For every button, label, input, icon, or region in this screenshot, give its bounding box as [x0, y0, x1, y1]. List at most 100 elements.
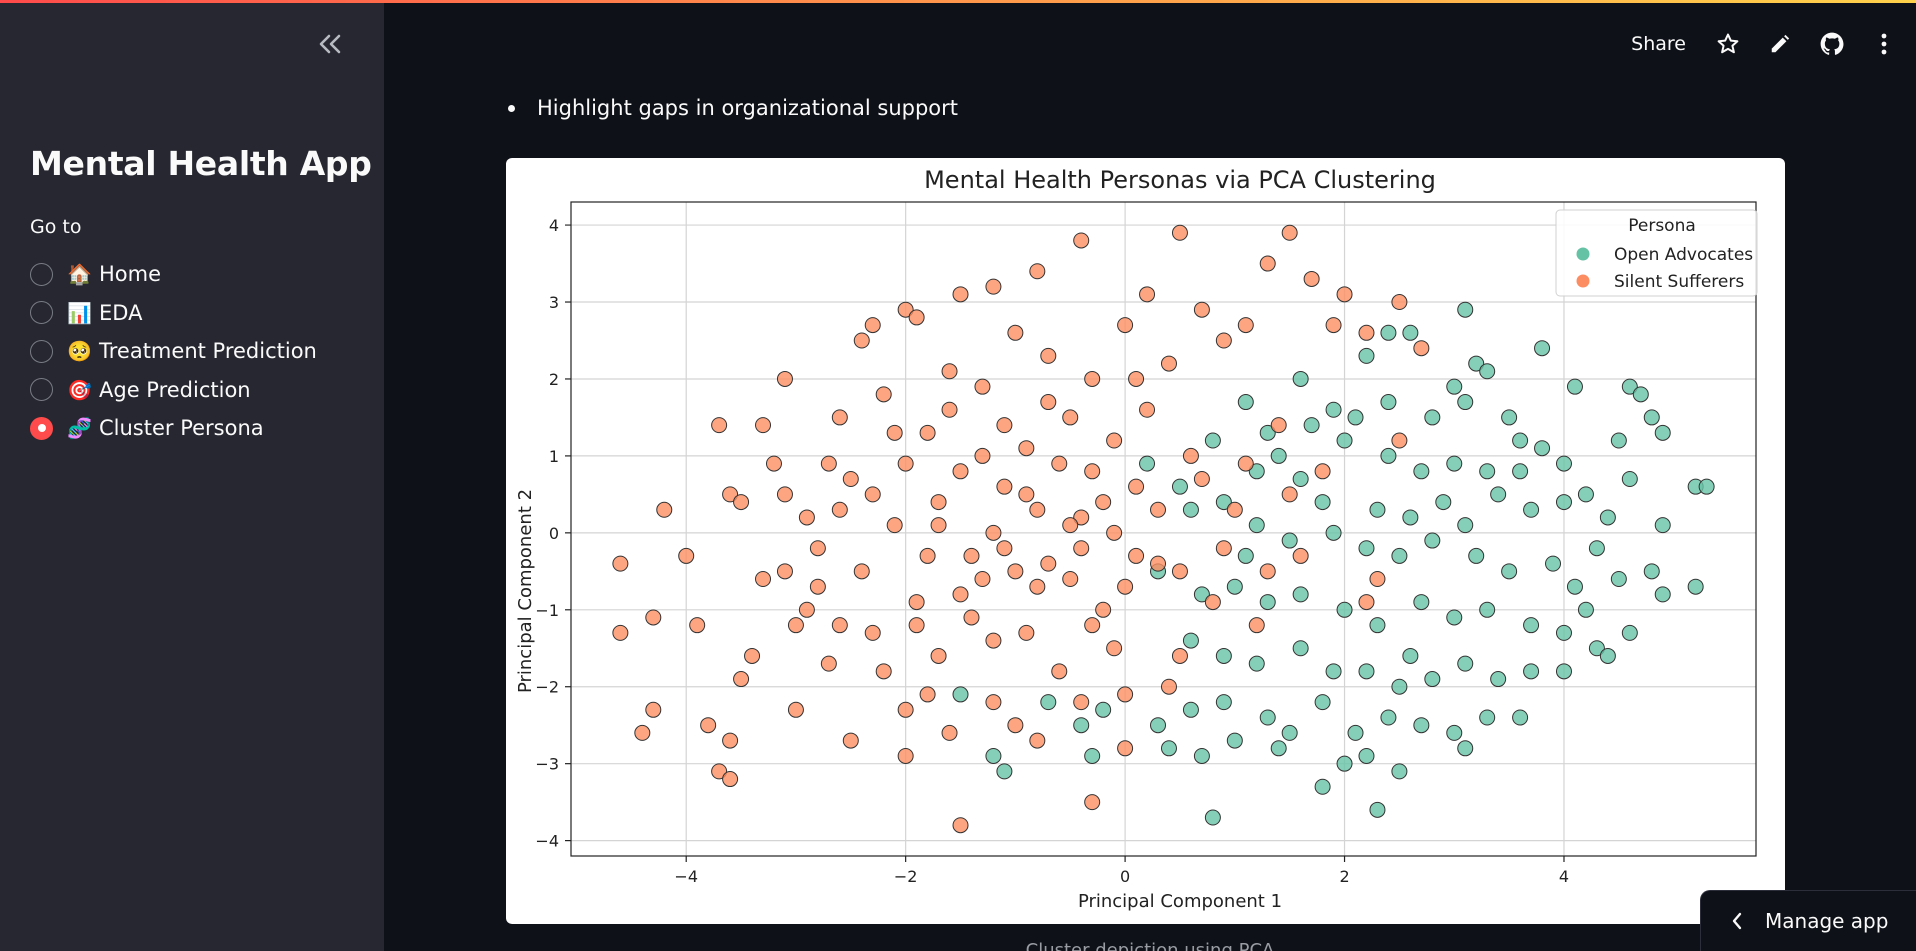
point-open-advocates	[1292, 470, 1309, 487]
point-open-advocates	[1369, 617, 1386, 634]
point-open-advocates	[1599, 509, 1616, 526]
point-silent-sufferers	[831, 409, 848, 426]
collapse-sidebar-button[interactable]	[312, 26, 348, 62]
point-open-advocates	[1380, 709, 1397, 726]
y-tick-label: −2	[535, 678, 559, 697]
point-open-advocates	[1358, 747, 1375, 764]
point-silent-sufferers	[1215, 332, 1232, 349]
point-open-advocates	[1347, 724, 1364, 741]
github-icon[interactable]	[1818, 30, 1846, 58]
point-open-advocates	[1643, 563, 1660, 580]
point-open-advocates	[1182, 501, 1199, 518]
nav-item-home[interactable]: 🏠 Home	[30, 255, 317, 294]
top-accent-bar	[0, 0, 1916, 3]
point-open-advocates	[1446, 455, 1463, 472]
dna-icon: 🧬	[67, 416, 92, 441]
more-vertical-icon[interactable]	[1870, 30, 1898, 58]
point-silent-sufferers	[722, 732, 739, 749]
point-open-advocates	[1391, 763, 1408, 780]
point-open-advocates	[1204, 432, 1221, 449]
y-tick-label: −1	[535, 601, 559, 620]
nav-item-treatment-prediction[interactable]: 🥺 Treatment Prediction	[30, 332, 317, 371]
radio-home[interactable]	[30, 262, 53, 286]
point-silent-sufferers	[776, 486, 793, 503]
point-silent-sufferers	[1281, 486, 1298, 503]
point-silent-sufferers	[1215, 540, 1232, 557]
point-silent-sufferers	[1040, 394, 1057, 411]
point-open-advocates	[1347, 409, 1364, 426]
point-silent-sufferers	[1029, 501, 1046, 518]
point-open-advocates	[1336, 601, 1353, 618]
point-silent-sufferers	[689, 617, 706, 634]
point-silent-sufferers	[1237, 455, 1254, 472]
point-silent-sufferers	[952, 286, 969, 303]
radio-treatment-prediction[interactable]	[30, 339, 53, 363]
point-open-advocates	[1468, 355, 1485, 372]
point-silent-sufferers	[1128, 370, 1145, 387]
point-silent-sufferers	[1051, 455, 1068, 472]
point-open-advocates	[1501, 409, 1518, 426]
radio-age-prediction[interactable]	[30, 378, 53, 402]
y-tick-label: 4	[549, 216, 559, 235]
nav-item-age-prediction[interactable]: 🎯 Age Prediction	[30, 371, 317, 410]
point-open-advocates	[1402, 509, 1419, 526]
point-silent-sufferers	[733, 494, 750, 511]
point-open-advocates	[1314, 778, 1331, 795]
point-open-advocates	[1512, 432, 1529, 449]
point-silent-sufferers	[700, 717, 717, 734]
point-open-advocates	[1336, 755, 1353, 772]
point-silent-sufferers	[952, 817, 969, 834]
point-silent-sufferers	[1413, 340, 1430, 357]
point-silent-sufferers	[1182, 447, 1199, 464]
nav-item-cluster-persona[interactable]: 🧬 Cluster Persona	[30, 409, 317, 448]
bar-chart-icon: 📊	[67, 300, 92, 325]
x-tick-label: 2	[1339, 867, 1349, 886]
point-open-advocates	[1413, 717, 1430, 734]
point-silent-sufferers	[1259, 255, 1276, 272]
radio-eda[interactable]	[30, 301, 53, 325]
point-silent-sufferers	[897, 701, 914, 718]
point-silent-sufferers	[985, 278, 1002, 295]
point-open-advocates	[1182, 701, 1199, 718]
point-open-advocates	[1479, 363, 1496, 380]
point-silent-sufferers	[842, 732, 859, 749]
legend-label-silent-sufferers: Silent Sufferers	[1614, 272, 1744, 292]
point-silent-sufferers	[765, 455, 782, 472]
point-open-advocates	[1182, 632, 1199, 649]
point-silent-sufferers	[1171, 647, 1188, 664]
radio-cluster-persona[interactable]	[30, 416, 53, 440]
point-open-advocates	[1204, 809, 1221, 826]
point-open-advocates	[1523, 617, 1540, 634]
point-silent-sufferers	[678, 547, 695, 564]
manage-app-button[interactable]: Manage app	[1700, 890, 1916, 951]
x-axis-label: Principal Component 1	[1078, 891, 1282, 912]
y-ticks: −4 −3 −2 −1 0 1 2 3 4	[535, 216, 571, 851]
point-silent-sufferers	[1314, 463, 1331, 480]
edit-pencil-icon[interactable]	[1766, 30, 1794, 58]
point-open-advocates	[1215, 647, 1232, 664]
point-open-advocates	[1534, 440, 1551, 457]
point-open-advocates	[996, 763, 1013, 780]
point-open-advocates	[1237, 547, 1254, 564]
point-open-advocates	[1654, 586, 1671, 603]
x-tick-label: −2	[894, 867, 918, 886]
point-silent-sufferers	[776, 563, 793, 580]
x-tick-label: 0	[1120, 867, 1130, 886]
point-silent-sufferers	[711, 417, 728, 434]
point-open-advocates	[1621, 378, 1638, 395]
point-silent-sufferers	[985, 632, 1002, 649]
point-open-advocates	[1654, 424, 1671, 441]
y-tick-label: 1	[549, 447, 559, 466]
point-silent-sufferers	[886, 517, 903, 534]
point-silent-sufferers	[645, 609, 662, 626]
legend-marker-silent-sufferers	[1576, 274, 1590, 288]
point-silent-sufferers	[853, 332, 870, 349]
share-button[interactable]: Share	[1631, 33, 1686, 55]
nav-item-eda[interactable]: 📊 EDA	[30, 294, 317, 333]
scatter-points	[612, 224, 1715, 834]
point-silent-sufferers	[1007, 563, 1024, 580]
point-silent-sufferers	[1018, 440, 1035, 457]
point-silent-sufferers	[1237, 317, 1254, 334]
point-open-advocates	[1358, 663, 1375, 680]
star-icon[interactable]	[1714, 30, 1742, 58]
